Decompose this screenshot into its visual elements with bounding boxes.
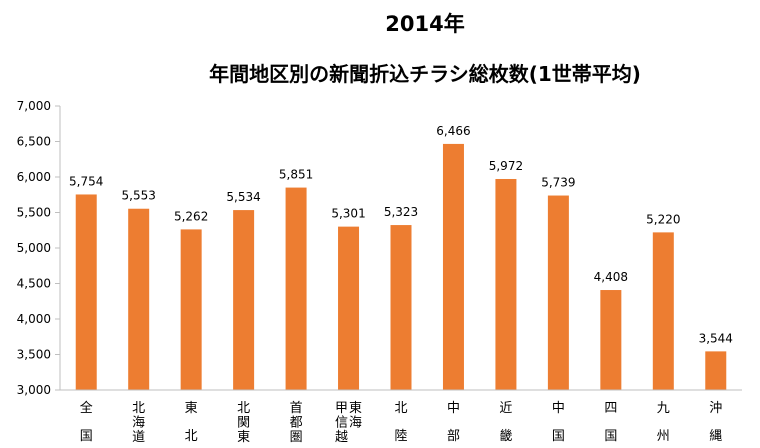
category-label: 沖 — [709, 401, 722, 416]
data-label: 5,553 — [122, 189, 156, 203]
y-tick-label: 4,000 — [17, 312, 51, 326]
category-label: 中 — [447, 401, 460, 416]
category-label: 関 — [237, 416, 250, 431]
category-label: 近 — [499, 401, 512, 416]
y-tick-label: 3,500 — [17, 348, 51, 362]
bar — [495, 178, 517, 390]
bar — [180, 229, 202, 390]
category-label: 海 — [349, 416, 362, 431]
category-label: 信 — [335, 416, 348, 431]
y-tick-label: 4,500 — [17, 277, 51, 291]
y-tick-label: 6,500 — [17, 135, 51, 149]
category-label: 中 — [552, 401, 565, 416]
data-label: 5,301 — [331, 207, 365, 221]
category-label: 国 — [80, 429, 93, 444]
bar — [128, 208, 150, 390]
category-label: 北 — [237, 401, 250, 416]
bar — [600, 290, 622, 390]
category-label: 東 — [237, 429, 250, 445]
category-label: 道 — [132, 430, 145, 445]
y-tick-label: 3,000 — [17, 383, 51, 397]
bar — [233, 210, 255, 390]
category-label: 東 — [349, 400, 362, 416]
bar — [338, 226, 360, 390]
bar — [547, 195, 569, 390]
category-label: 国 — [604, 429, 617, 444]
category-label: 東 — [185, 400, 198, 416]
y-tick-label: 5,000 — [17, 241, 51, 255]
data-label: 5,754 — [69, 174, 103, 188]
category-label: 縄 — [709, 429, 722, 444]
bar — [390, 225, 412, 390]
data-label: 5,323 — [384, 205, 418, 219]
category-label: 北 — [185, 429, 198, 444]
data-label: 3,544 — [699, 331, 733, 345]
category-label: 四 — [604, 401, 617, 416]
data-label: 6,466 — [436, 124, 470, 138]
category-label: 九 — [657, 401, 670, 416]
category-label: 州 — [657, 429, 670, 444]
category-label: 都 — [290, 416, 303, 431]
y-axis: 3,000 3,500 4,000 4,500 5,000 5,500 6,000 6,500… — [17, 99, 61, 397]
bar — [75, 194, 97, 390]
data-label: 5,262 — [174, 209, 208, 223]
y-tick-label: 5,500 — [17, 206, 51, 220]
data-label: 5,972 — [489, 159, 523, 173]
data-label: 5,739 — [541, 176, 575, 190]
category-label: 越 — [335, 430, 348, 445]
category-label: 海 — [132, 416, 145, 431]
data-label: 5,851 — [279, 168, 313, 182]
bar — [285, 187, 307, 390]
data-label: 5,220 — [646, 212, 680, 226]
category-label: 全 — [80, 400, 93, 416]
category-label: 部 — [447, 429, 460, 444]
bar — [705, 351, 727, 390]
bar — [652, 232, 674, 390]
category-label: 甲 — [335, 401, 348, 416]
data-label: 4,408 — [594, 270, 628, 284]
y-tick-label: 6,000 — [17, 170, 51, 184]
chart-subtitle: 年間地区別の新聞折込チラシ総枚数(1世帯平均) — [209, 62, 641, 86]
data-labels: 5,754 5,553 5,262 5,534 5,851 5,301 5,323 6,466… — [69, 124, 733, 345]
category-label: 陸 — [394, 428, 407, 444]
data-label: 5,534 — [226, 190, 260, 204]
category-label: 圏 — [290, 430, 303, 445]
category-label: 北 — [394, 401, 407, 416]
chart-title: 2014年 — [385, 12, 465, 36]
bars — [75, 143, 727, 390]
y-tick-label: 7,000 — [17, 99, 51, 113]
bar — [442, 143, 464, 390]
category-label: 首 — [290, 401, 303, 416]
category-label: 北 — [132, 401, 145, 416]
category-label: 国 — [552, 429, 565, 444]
category-label: 畿 — [499, 429, 512, 444]
